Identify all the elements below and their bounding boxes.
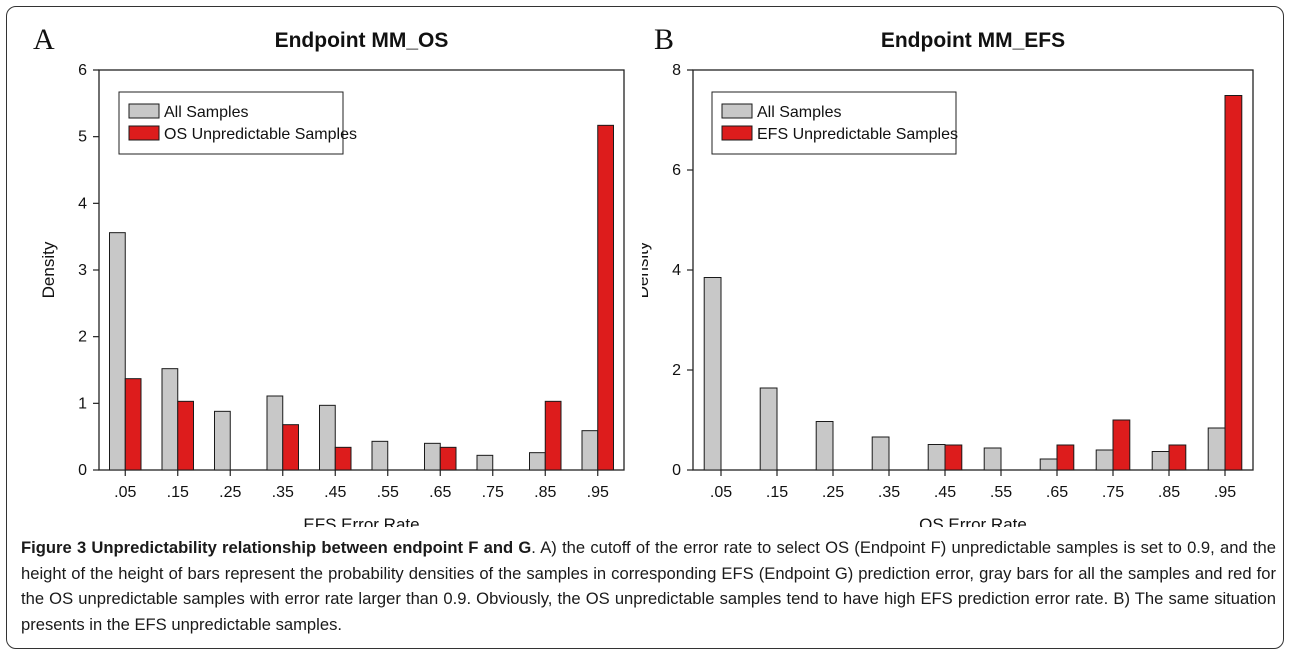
y-tick-label: 6 [672, 162, 681, 179]
figure-caption: Figure 3 Unpredictability relationship b… [21, 535, 1276, 637]
bar-all-samples [109, 232, 126, 471]
x-tick-label: .95 [1214, 484, 1236, 501]
legend-box-a [118, 91, 344, 155]
bar-all-samples [161, 368, 179, 471]
bar-all-samples [214, 410, 231, 471]
bar-all-samples [1095, 449, 1114, 471]
bar-unpredictable [439, 446, 457, 471]
bar-all-samples [581, 430, 599, 471]
bar-unpredictable [544, 400, 562, 471]
panel-letter-b: B [654, 23, 674, 56]
legend-swatch [721, 125, 753, 141]
chart-title-b: Endpoint MM_EFS [881, 29, 1065, 52]
bar-all-samples [529, 452, 546, 471]
x-tick-label: .65 [1046, 484, 1068, 501]
x-tick-label: .25 [822, 484, 844, 501]
legend-swatch [721, 103, 753, 119]
x-tick-label: .55 [377, 484, 399, 501]
chart-title-a: Endpoint MM_OS [275, 29, 449, 52]
x-tick-label: .05 [114, 484, 136, 501]
bar-all-samples [815, 421, 834, 471]
y-axis-label-b: Density [642, 241, 652, 298]
legend-swatch [128, 103, 160, 119]
bar-all-samples [759, 387, 778, 471]
legend-label: EFS Unpredictable Samples [757, 126, 958, 143]
x-tick-label: .85 [534, 484, 556, 501]
chart-panel-b: B Endpoint MM_EFS 0 2 4 6 8 Density .05 .15 .25 .35… [642, 23, 1254, 527]
y-tick-label: 5 [78, 129, 87, 146]
bar-all-samples [371, 440, 389, 471]
legend-label: All Samples [164, 104, 248, 121]
bar-unpredictable [282, 424, 299, 471]
bar-all-samples [983, 447, 1002, 471]
bar-unpredictable [1056, 444, 1075, 471]
x-tick-label: .25 [219, 484, 241, 501]
y-tick-label: 1 [78, 395, 87, 412]
y-tick-label: 8 [672, 62, 681, 79]
x-tick-label: .45 [934, 484, 956, 501]
x-tick-label: .65 [429, 484, 451, 501]
x-axis-label-a: EFS Error Rate [303, 515, 419, 527]
x-tick-label: .45 [324, 484, 346, 501]
bar-all-samples [266, 395, 284, 471]
bar-unpredictable [597, 124, 614, 471]
bar-all-samples [1207, 427, 1226, 471]
x-tick-label: .75 [482, 484, 504, 501]
x-tick-label: .05 [710, 484, 732, 501]
bar-unpredictable [944, 444, 963, 471]
y-tick-label: 2 [78, 329, 87, 346]
bar-unpredictable [1168, 444, 1187, 471]
x-tick-label: .15 [167, 484, 189, 501]
y-axis-label-a: Density [39, 241, 58, 298]
y-tick-label: 4 [672, 262, 681, 279]
x-tick-label: .35 [878, 484, 900, 501]
caption-title: Figure 3 Unpredictability relationship b… [21, 538, 532, 557]
bar-all-samples [1039, 458, 1058, 471]
bar-all-samples [1151, 451, 1170, 471]
x-axis-label-b: OS Error Rate [919, 515, 1027, 527]
bar-all-samples [424, 442, 441, 471]
bar-all-samples [871, 436, 890, 471]
x-tick-label: .95 [587, 484, 609, 501]
chart-panel-a: A Endpoint MM_OS 0 1 2 3 4 5 6 Density .05 .15 .25 .3… [33, 23, 625, 527]
legend-label: All Samples [757, 104, 841, 121]
x-tick-label: .75 [1102, 484, 1124, 501]
y-tick-label: 0 [78, 462, 87, 479]
bar-unpredictable [334, 446, 352, 471]
bar-unpredictable [1112, 419, 1131, 471]
panel-letter-a: A [33, 23, 55, 56]
y-tick-label: 0 [672, 462, 681, 479]
x-tick-label: .55 [990, 484, 1012, 501]
figure-frame: A Endpoint MM_OS 0 1 2 3 4 5 6 Density .05 .15 .25 .3… [6, 6, 1284, 649]
caption-text: . A) the cutoff of the error rate to sel… [21, 538, 1276, 634]
bar-all-samples [319, 404, 336, 471]
x-tick-label: .35 [272, 484, 294, 501]
x-tick-label: .85 [1158, 484, 1180, 501]
x-tick-label: .15 [766, 484, 788, 501]
bar-unpredictable [1224, 95, 1243, 471]
bar-unpredictable [177, 400, 194, 471]
legend-swatch [128, 125, 160, 141]
y-tick-label: 4 [78, 195, 87, 212]
y-tick-label: 6 [78, 62, 87, 79]
legend-box-b [711, 91, 957, 155]
bar-unpredictable [124, 378, 142, 471]
y-tick-label: 3 [78, 262, 87, 279]
bar-all-samples [476, 454, 494, 471]
y-tick-label: 2 [672, 362, 681, 379]
bar-all-samples [927, 444, 946, 471]
legend-label: OS Unpredictable Samples [164, 126, 357, 143]
bar-all-samples [703, 277, 722, 471]
